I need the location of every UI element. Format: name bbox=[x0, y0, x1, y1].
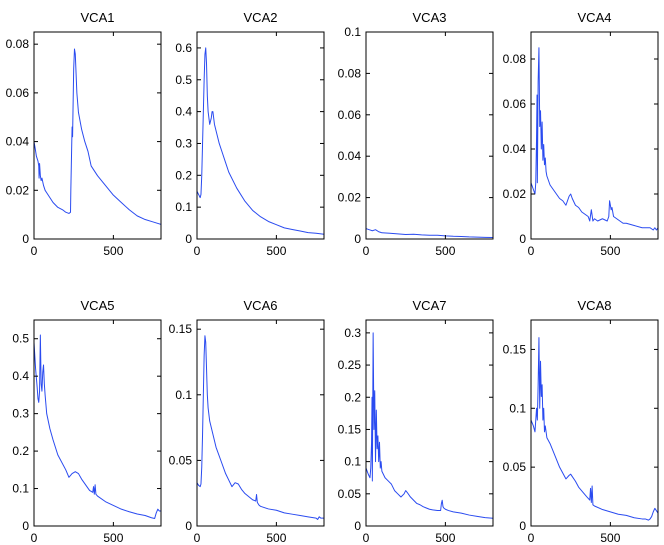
series-line-vca8 bbox=[531, 337, 658, 521]
y-tick-label: 0 bbox=[519, 519, 526, 533]
x-tick-label: 500 bbox=[435, 244, 455, 258]
y-tick-label: 0.1 bbox=[175, 388, 192, 402]
y-tick-label: 0.4 bbox=[12, 369, 29, 383]
x-tick-label: 0 bbox=[528, 531, 535, 545]
series-line-vca6 bbox=[197, 335, 324, 520]
x-tick-label: 500 bbox=[103, 531, 123, 545]
y-tick-label: 0.5 bbox=[175, 73, 192, 87]
axes-box bbox=[196, 31, 325, 240]
x-tick-label: 500 bbox=[266, 244, 286, 258]
y-tick-label: 0.6 bbox=[175, 41, 192, 55]
panel-3: VCA3 0 0.02 0.04 0.06 0.08 0.1 0 500 bbox=[338, 10, 494, 258]
y-tick-label: 0.04 bbox=[338, 149, 362, 163]
series-line-vca7 bbox=[366, 332, 493, 519]
panel-5: VCA5 0 0.1 0.2 0.3 0.4 0.5 0 500 bbox=[12, 298, 162, 545]
panel-6: VCA6 0 0.05 0.1 0.15 0 500 bbox=[169, 298, 325, 545]
y-tick-label: 0.15 bbox=[169, 322, 193, 336]
y-tick-label: 0.2 bbox=[175, 168, 192, 182]
x-tick-label: 0 bbox=[31, 531, 38, 545]
y-tick-label: 0.02 bbox=[6, 183, 30, 197]
panel-title: VCA4 bbox=[578, 10, 612, 25]
y-tick-label: 0.3 bbox=[344, 326, 361, 340]
y-tick-label: 0.2 bbox=[12, 444, 29, 458]
y-tick-label: 0.3 bbox=[175, 136, 192, 150]
axes-box bbox=[530, 319, 659, 527]
x-tick-label: 0 bbox=[363, 531, 370, 545]
axes-box bbox=[33, 31, 162, 240]
y-tick-label: 0.08 bbox=[6, 37, 30, 51]
y-tick-label: 0.1 bbox=[344, 25, 361, 39]
panel-title: VCA5 bbox=[81, 298, 115, 313]
series-line-vca1 bbox=[34, 48, 161, 225]
panel-title: VCA6 bbox=[244, 298, 278, 313]
y-tick-label: 0.08 bbox=[503, 52, 527, 66]
y-tick-label: 0.1 bbox=[509, 401, 526, 415]
axes-box bbox=[196, 319, 325, 527]
y-tick-label: 0.4 bbox=[175, 105, 192, 119]
y-tick-label: 0.1 bbox=[344, 455, 361, 469]
y-tick-label: 0.15 bbox=[503, 342, 527, 356]
series-line-vca2 bbox=[197, 47, 324, 235]
x-tick-label: 500 bbox=[600, 244, 620, 258]
y-tick-label: 0.06 bbox=[503, 97, 527, 111]
x-tick-label: 0 bbox=[31, 244, 38, 258]
axes-box bbox=[365, 31, 494, 240]
panel-4: VCA4 0 0.02 0.04 0.06 0.08 0 500 bbox=[503, 10, 659, 258]
x-tick-label: 500 bbox=[435, 531, 455, 545]
y-tick-label: 0 bbox=[22, 232, 29, 246]
y-tick-label: 0 bbox=[354, 519, 361, 533]
x-tick-label: 500 bbox=[266, 531, 286, 545]
y-tick-label: 0.15 bbox=[338, 422, 362, 436]
axes-box bbox=[365, 319, 494, 527]
y-tick-label: 0.02 bbox=[338, 191, 362, 205]
y-tick-label: 0.25 bbox=[338, 358, 362, 372]
y-tick-label: 0 bbox=[354, 232, 361, 246]
panel-1: VCA1 0 0.02 0.04 0.06 0.08 0 500 bbox=[6, 10, 162, 258]
y-tick-label: 0.05 bbox=[503, 460, 527, 474]
y-tick-label: 0.5 bbox=[12, 332, 29, 346]
y-tick-label: 0 bbox=[519, 232, 526, 246]
panel-title: VCA8 bbox=[578, 298, 612, 313]
y-tick-label: 0 bbox=[185, 232, 192, 246]
axes-box bbox=[33, 319, 162, 527]
y-tick-label: 0.04 bbox=[503, 142, 527, 156]
y-tick-label: 0.05 bbox=[169, 453, 193, 467]
y-tick-label: 0.02 bbox=[503, 187, 527, 201]
x-tick-label: 500 bbox=[600, 531, 620, 545]
y-tick-label: 0.3 bbox=[12, 407, 29, 421]
x-tick-label: 0 bbox=[194, 244, 201, 258]
panel-title: VCA2 bbox=[244, 10, 278, 25]
y-tick-label: 0 bbox=[22, 519, 29, 533]
y-tick-label: 0.1 bbox=[12, 482, 29, 496]
series-line-vca4 bbox=[531, 47, 658, 231]
y-tick-label: 0.06 bbox=[338, 108, 362, 122]
x-tick-label: 0 bbox=[363, 244, 370, 258]
series-line-vca3 bbox=[366, 228, 493, 239]
panel-title: VCA7 bbox=[413, 298, 447, 313]
panel-title: VCA3 bbox=[413, 10, 447, 25]
y-tick-label: 0.04 bbox=[6, 135, 30, 149]
y-tick-label: 0.06 bbox=[6, 86, 30, 100]
panel-title: VCA1 bbox=[81, 10, 115, 25]
panel-8: VCA8 0 0.05 0.1 0.15 0 500 bbox=[503, 298, 659, 545]
x-tick-label: 0 bbox=[194, 531, 201, 545]
y-tick-label: 0 bbox=[185, 519, 192, 533]
y-tick-label: 0.08 bbox=[338, 66, 362, 80]
panel-7: VCA7 0 0.05 0.1 0.15 0.2 0.25 0.3 0 500 bbox=[338, 298, 494, 545]
x-tick-label: 500 bbox=[103, 244, 123, 258]
axes-box bbox=[530, 31, 659, 240]
y-tick-label: 0.1 bbox=[175, 200, 192, 214]
series-line-vca5 bbox=[34, 334, 161, 520]
y-tick-label: 0.2 bbox=[344, 390, 361, 404]
y-tick-label: 0.05 bbox=[338, 487, 362, 501]
x-tick-label: 0 bbox=[528, 244, 535, 258]
panel-2: VCA2 0 0.1 0.2 0.3 0.4 0.5 0.6 0 500 bbox=[175, 10, 325, 258]
